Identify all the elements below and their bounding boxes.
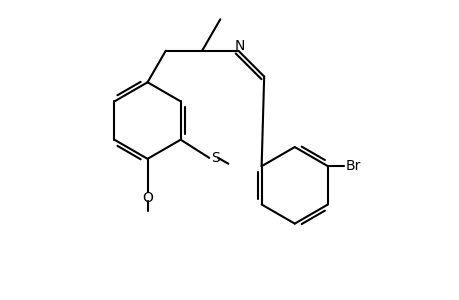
Text: S: S xyxy=(210,151,219,165)
Text: N: N xyxy=(234,39,245,53)
Text: O: O xyxy=(142,191,153,205)
Text: Br: Br xyxy=(345,159,360,173)
